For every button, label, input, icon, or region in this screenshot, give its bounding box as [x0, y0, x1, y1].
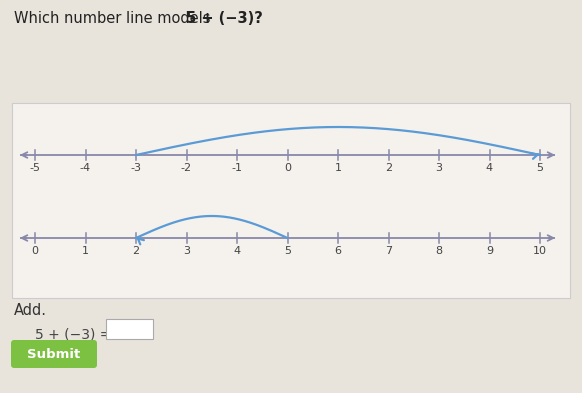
Text: -5: -5 [30, 163, 41, 173]
Text: Add.: Add. [14, 303, 47, 318]
Text: 10: 10 [533, 246, 547, 256]
Text: 4: 4 [486, 163, 493, 173]
Text: 1: 1 [82, 246, 89, 256]
Text: 9: 9 [486, 246, 493, 256]
Text: 0: 0 [284, 163, 291, 173]
Text: 5 + (−3) =: 5 + (−3) = [35, 327, 111, 341]
Text: Which number line models: Which number line models [14, 11, 215, 26]
Text: 8: 8 [435, 246, 442, 256]
Text: 4: 4 [233, 246, 240, 256]
Text: 5: 5 [284, 246, 291, 256]
Text: 7: 7 [385, 246, 392, 256]
Text: 0: 0 [31, 246, 38, 256]
Text: -4: -4 [80, 163, 91, 173]
Text: -2: -2 [181, 163, 192, 173]
Text: 5: 5 [537, 163, 544, 173]
Text: 1: 1 [335, 163, 342, 173]
Text: 2: 2 [133, 246, 140, 256]
Text: 3: 3 [183, 246, 190, 256]
Text: -3: -3 [130, 163, 141, 173]
FancyBboxPatch shape [11, 340, 97, 368]
FancyBboxPatch shape [106, 319, 153, 339]
Text: 5 + (−3)?: 5 + (−3)? [186, 11, 263, 26]
Text: 3: 3 [435, 163, 442, 173]
Text: 2: 2 [385, 163, 392, 173]
Text: Submit: Submit [27, 347, 81, 360]
FancyBboxPatch shape [12, 103, 570, 298]
Text: -1: -1 [232, 163, 243, 173]
Text: 6: 6 [335, 246, 342, 256]
